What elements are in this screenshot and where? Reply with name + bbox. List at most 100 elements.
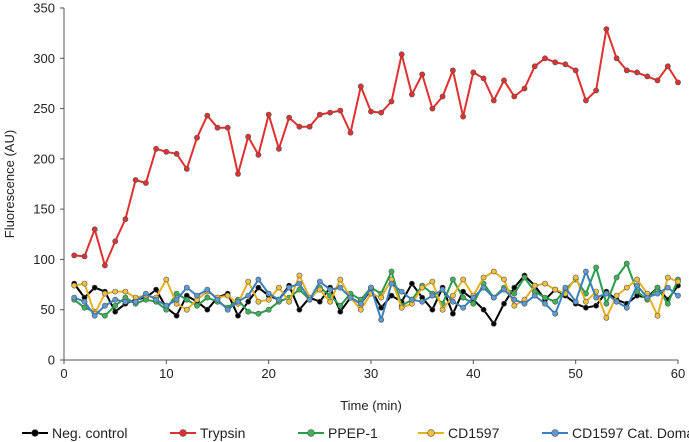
data-point: [613, 298, 620, 305]
data-point: [419, 284, 426, 291]
data-point: [378, 294, 385, 301]
data-point: [102, 290, 108, 297]
data-point: [214, 124, 221, 131]
data-point: [265, 290, 272, 297]
y-tick-label: 350: [33, 1, 55, 16]
data-point: [501, 276, 507, 283]
series-ppep-1: [71, 260, 681, 319]
data-point: [71, 252, 78, 259]
data-point: [583, 97, 589, 104]
data-point: [286, 284, 292, 291]
y-tick-label: 300: [33, 51, 55, 66]
data-point: [163, 302, 170, 309]
data-point: [460, 294, 466, 301]
data-point: [572, 298, 579, 305]
data-point: [245, 278, 252, 285]
data-point: [531, 63, 538, 70]
data-point: [183, 296, 190, 303]
data-point: [470, 69, 477, 76]
data-point: [296, 306, 303, 313]
data-point: [429, 278, 436, 285]
series-layer: [71, 26, 681, 327]
data-point: [204, 286, 211, 293]
data-point: [122, 216, 129, 223]
data-point: [398, 51, 405, 58]
data-point: [245, 133, 252, 140]
legend-marker: [179, 429, 187, 437]
y-tick-label: 0: [48, 353, 55, 368]
data-point: [224, 306, 231, 313]
data-point: [153, 145, 159, 152]
data-point: [542, 55, 548, 62]
data-point: [664, 284, 671, 291]
data-point: [562, 284, 569, 291]
data-point: [235, 312, 241, 319]
data-point: [654, 312, 661, 319]
data-point: [286, 114, 292, 121]
series-cd1597: [71, 268, 681, 321]
data-point: [81, 304, 88, 311]
data-point: [623, 284, 630, 291]
data-point: [316, 286, 323, 293]
y-tick-label: 100: [33, 252, 55, 267]
data-point: [286, 298, 292, 305]
legend: Neg. control Trypsin PPEP-1 CD1597 CD1597 Ca…: [22, 425, 689, 441]
data-point: [378, 109, 385, 116]
data-point: [664, 63, 671, 70]
data-point: [255, 284, 262, 291]
data-point: [102, 302, 108, 309]
data-point: [490, 97, 497, 104]
data-point: [316, 278, 323, 285]
data-point: [593, 294, 599, 301]
data-point: [214, 296, 221, 303]
x-tick-label: 40: [466, 366, 480, 381]
data-point: [173, 150, 180, 157]
data-point: [449, 292, 456, 299]
data-point: [449, 310, 456, 317]
data-point: [316, 298, 323, 305]
y-tick-label: 50: [41, 302, 55, 317]
data-point: [603, 290, 610, 297]
data-point: [245, 292, 252, 299]
data-point: [296, 272, 303, 279]
x-tick-label: 60: [671, 366, 685, 381]
data-point: [337, 107, 344, 114]
data-point: [204, 306, 211, 313]
data-point: [112, 308, 119, 315]
data-point: [511, 290, 518, 297]
data-point: [194, 134, 200, 141]
data-point: [490, 268, 497, 275]
data-point: [296, 286, 303, 293]
legend-marker: [307, 429, 315, 437]
data-point: [480, 306, 487, 313]
legend-marker: [551, 429, 559, 437]
data-point: [613, 292, 620, 299]
data-point: [112, 238, 119, 245]
x-ticks: 0 10 20 30 40 50 60: [60, 360, 685, 381]
data-point: [531, 292, 538, 299]
data-point: [429, 105, 436, 112]
data-point: [511, 93, 518, 100]
data-point: [153, 286, 159, 293]
y-tick-label: 250: [33, 101, 55, 116]
data-point: [429, 306, 436, 313]
x-tick-label: 30: [364, 366, 378, 381]
x-tick-label: 0: [60, 366, 67, 381]
data-point: [480, 284, 487, 291]
data-point: [419, 71, 426, 78]
data-point: [511, 296, 518, 303]
data-point: [542, 280, 548, 287]
data-point: [357, 306, 364, 313]
data-point: [112, 296, 119, 303]
data-point: [521, 85, 528, 92]
data-point: [449, 276, 456, 283]
data-point: [357, 83, 364, 90]
data-point: [593, 264, 599, 271]
data-point: [255, 310, 262, 317]
data-point: [255, 151, 262, 158]
data-point: [654, 284, 661, 291]
data-point: [327, 286, 333, 293]
legend-item: Trypsin: [170, 425, 245, 441]
data-point: [204, 112, 211, 119]
y-tick-label: 200: [33, 151, 55, 166]
